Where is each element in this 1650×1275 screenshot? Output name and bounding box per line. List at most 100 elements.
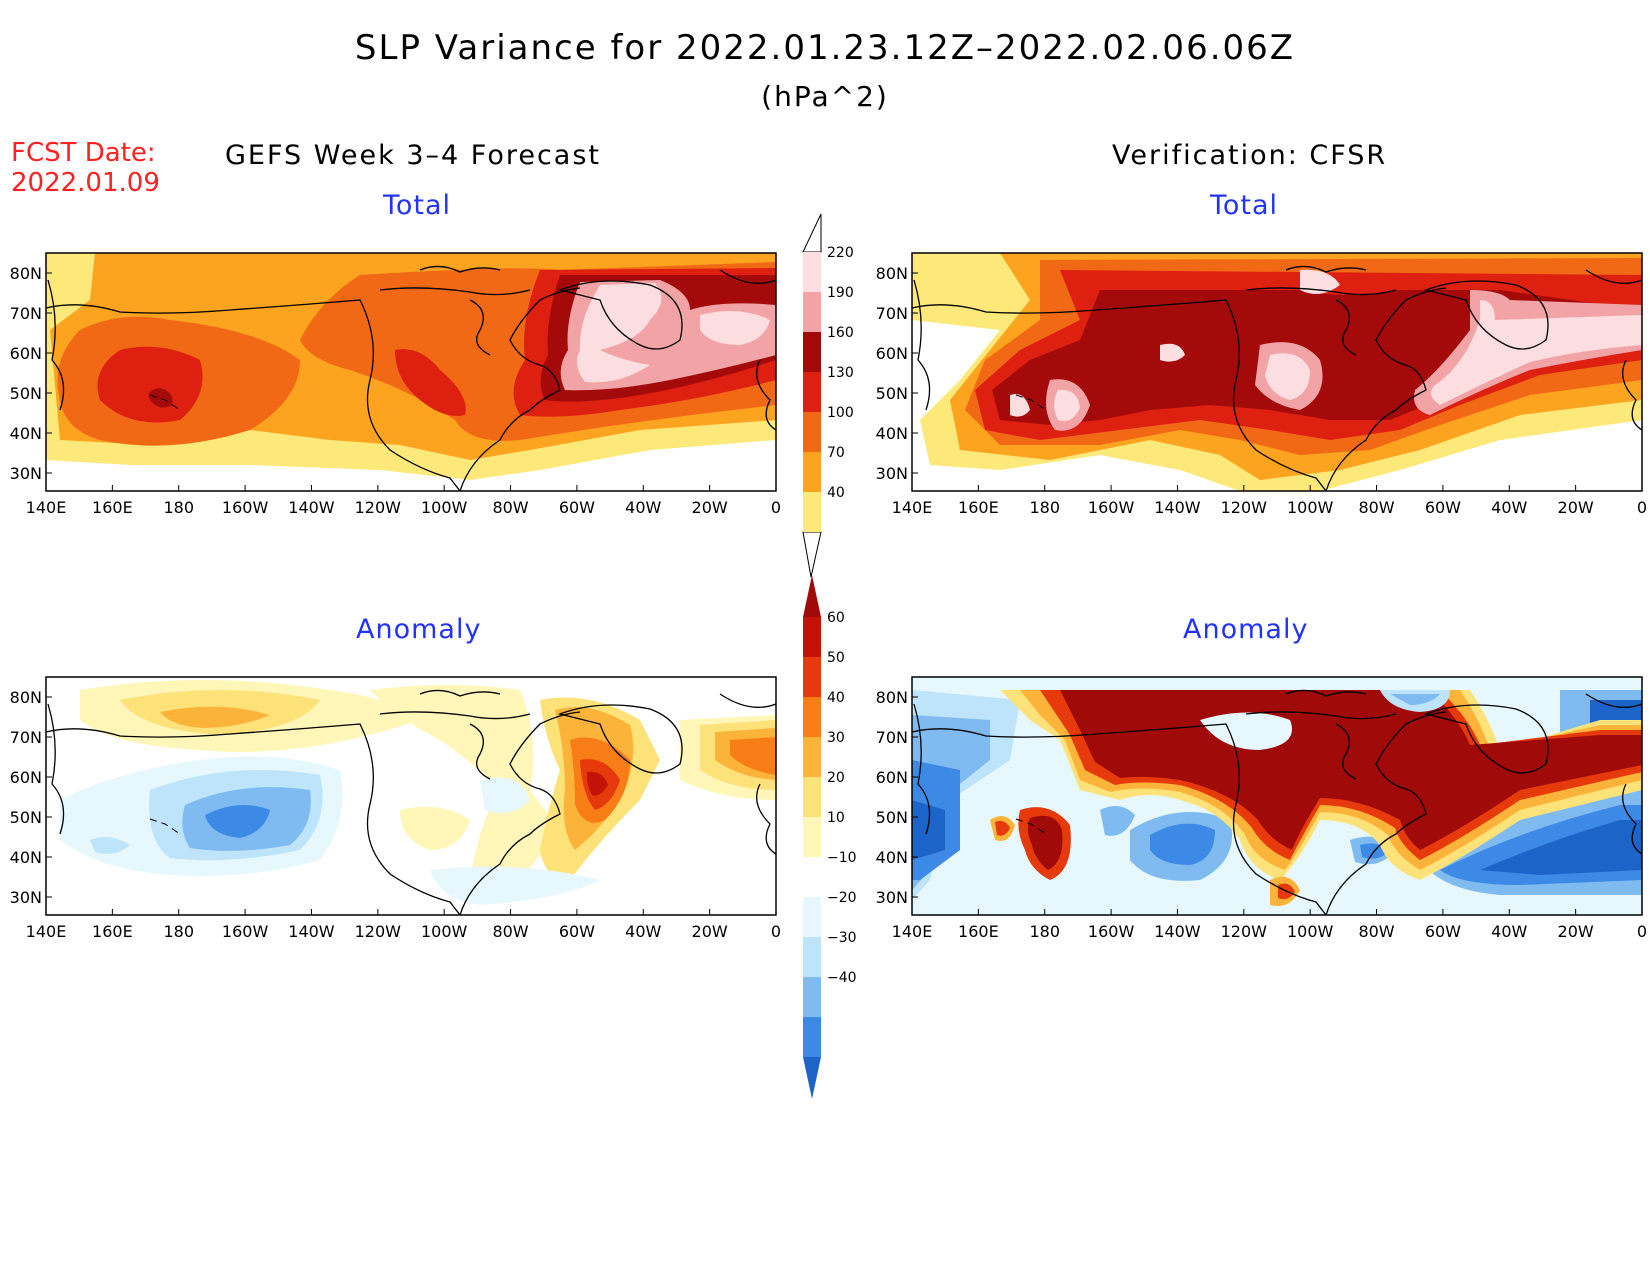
lon-tick-label: 120W — [355, 498, 402, 517]
colorbar-total-swatch — [803, 332, 821, 372]
map-gefs-total — [46, 253, 776, 491]
colorbar-anomaly-label: −30 — [827, 930, 857, 946]
lon-tick-label: 160E — [958, 922, 999, 941]
lat-tick-label: 80N — [876, 688, 908, 707]
lat-tick-label: 40N — [10, 424, 42, 443]
lon-tick-label: 60W — [559, 498, 595, 517]
lon-tick-label: 40W — [625, 922, 661, 941]
lon-tick-label: 0 — [771, 498, 781, 517]
fcst-date: 2022.01.09 — [11, 168, 160, 198]
lat-tick-label: 80N — [10, 688, 42, 707]
lon-tick-label: 140E — [892, 922, 933, 941]
lon-tick-label: 140E — [26, 498, 67, 517]
lon-tick-label: 100W — [1287, 498, 1334, 517]
colorbar-total-top-arrow — [802, 213, 822, 253]
lat-tick-label: 30N — [10, 888, 42, 907]
lat-tick-label: 60N — [876, 768, 908, 787]
right-panel-header: Verification: CFSR — [1112, 140, 1388, 171]
frame-cfsr-anomaly — [911, 676, 1643, 916]
lon-tick-label: 160W — [222, 498, 269, 517]
colorbar-anomaly: 60 50 40 30 20 10 −10 −20 −30 −40 — [803, 575, 857, 1099]
lon-tick-label: 140W — [1154, 498, 1201, 517]
colorbar-total-swatch — [803, 492, 821, 532]
lon-tick-label: 140W — [288, 498, 335, 517]
colorbar-anomaly-swatch — [803, 617, 821, 657]
lon-tick-label: 160E — [958, 498, 999, 517]
lat-tick-label: 70N — [10, 728, 42, 747]
colorbar-anomaly-top-arrow — [803, 575, 821, 617]
map-cfsr-total — [912, 253, 1642, 491]
colorbar-total-swatch — [803, 452, 821, 492]
colorbar-total: 220 190 160 130 100 70 40 — [802, 213, 854, 578]
lat-tick-label: 30N — [10, 464, 42, 483]
colorbar-total-label: 70 — [827, 445, 845, 461]
lat-tick-label: 30N — [876, 464, 908, 483]
colorbar-anomaly-label: 30 — [827, 730, 845, 746]
lon-tick-label: 100W — [421, 498, 468, 517]
lon-tick-label: 20W — [1558, 922, 1594, 941]
map-gefs-anomaly — [46, 677, 776, 915]
lon-tick-label: 160E — [92, 922, 133, 941]
colorbar-anomaly-swatch — [803, 977, 821, 1017]
lat-tick-label: 40N — [876, 848, 908, 867]
colorbar-total-swatch — [803, 372, 821, 412]
lat-tick-label: 60N — [876, 344, 908, 363]
colorbar-anomaly-swatch — [803, 697, 821, 737]
lat-tick-label: 70N — [10, 304, 42, 323]
lat-tick-label: 50N — [876, 808, 908, 827]
colorbar-total-swatch — [803, 252, 821, 292]
colorbar-total-label: 40 — [827, 485, 845, 501]
lon-tick-label: 120W — [355, 922, 402, 941]
lon-tick-label: 120W — [1221, 922, 1268, 941]
lon-tick-label: 180 — [1029, 498, 1060, 517]
lon-tick-label: 160E — [92, 498, 133, 517]
lon-tick-label: 100W — [421, 922, 468, 941]
lon-tick-label: 80W — [1358, 922, 1394, 941]
lon-tick-label: 80W — [492, 498, 528, 517]
figure-units: (hPa^2) — [761, 80, 889, 113]
figure-title: SLP Variance for 2022.01.23.12Z–2022.02.… — [354, 28, 1296, 68]
frame-cfsr-total — [911, 252, 1643, 492]
lon-tick-label: 140W — [1154, 922, 1201, 941]
colorbar-anomaly-label: −20 — [827, 890, 857, 906]
colorbar-anomaly-bottom-arrow — [803, 1057, 821, 1099]
lon-tick-label: 80W — [492, 922, 528, 941]
lon-tick-label: 60W — [1425, 498, 1461, 517]
left-total-label: Total — [383, 190, 452, 221]
colorbar-anomaly-label: −10 — [827, 850, 857, 866]
colorbar-anomaly-label: −40 — [827, 970, 857, 986]
lat-tick-label: 60N — [10, 768, 42, 787]
map-cfsr-anomaly — [912, 677, 1642, 915]
colorbar-total-label: 130 — [827, 365, 854, 381]
lon-tick-label: 0 — [1637, 498, 1647, 517]
colorbar-anomaly-swatch — [803, 937, 821, 977]
lat-tick-label: 60N — [10, 344, 42, 363]
axes-group: 80N 70N 60N 50N 40N 30N 140E 160E 180 160W 140W 120… — [10, 264, 1647, 941]
colorbar-total-label: 100 — [827, 405, 854, 421]
colorbar-anomaly-label: 60 — [827, 610, 845, 626]
lon-tick-label: 60W — [1425, 922, 1461, 941]
colorbar-anomaly-swatch — [803, 777, 821, 817]
lat-tick-label: 70N — [876, 304, 908, 323]
colorbar-anomaly-label: 10 — [827, 810, 845, 826]
colorbar-anomaly-swatch — [803, 857, 821, 897]
lon-tick-label: 40W — [1491, 498, 1527, 517]
colorbar-total-label: 160 — [827, 325, 854, 341]
left-panel-header: GEFS Week 3–4 Forecast — [225, 140, 602, 171]
lat-tick-label: 70N — [876, 728, 908, 747]
frame-gefs-anomaly — [45, 676, 777, 916]
lon-tick-label: 180 — [1029, 922, 1060, 941]
lat-tick-label: 50N — [876, 384, 908, 403]
left-anomaly-label: Anomaly — [356, 614, 482, 645]
colorbar-anomaly-swatch — [803, 817, 821, 857]
colorbar-anomaly-swatch — [803, 737, 821, 777]
right-anomaly-label: Anomaly — [1183, 614, 1309, 645]
lon-tick-label: 40W — [1491, 922, 1527, 941]
colorbar-total-swatch — [803, 292, 821, 332]
lon-tick-label: 160W — [222, 922, 269, 941]
right-total-label: Total — [1210, 190, 1279, 221]
colorbar-anomaly-label: 40 — [827, 690, 845, 706]
lat-tick-label: 30N — [876, 888, 908, 907]
fcst-date-block: FCST Date: 2022.01.09 — [11, 138, 160, 198]
